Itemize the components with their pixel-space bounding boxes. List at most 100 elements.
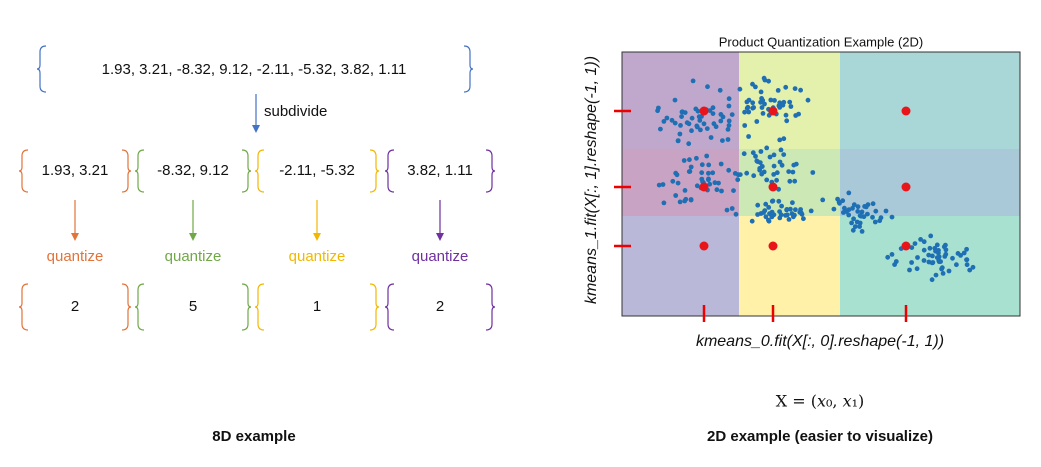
point [683,196,689,202]
point [872,219,878,225]
point [907,267,912,273]
point [936,255,941,261]
point [849,220,854,226]
point [717,87,723,93]
red-ticks [614,109,908,322]
point [732,171,738,176]
point [720,138,725,144]
point [664,115,670,121]
subvector-text: -8.32, 9.12 [157,162,229,179]
point [656,182,662,188]
point [842,205,847,211]
point [694,124,700,130]
code-text: 2 [436,298,444,315]
arrow-head [189,233,197,241]
point [927,245,933,251]
point [762,77,768,83]
point [735,177,741,183]
point [967,267,973,273]
bracket [384,149,395,193]
point [850,227,856,233]
point [686,121,692,127]
point [763,214,769,220]
region [622,149,739,216]
point [777,105,783,110]
caption: 8D example [212,428,295,445]
region [622,216,739,316]
point [758,211,764,216]
point [784,207,790,212]
point [934,242,940,248]
quantize-label: quantize [47,248,104,265]
point [764,177,770,183]
point [940,271,946,276]
point [873,208,879,214]
point [801,216,806,222]
point [857,224,862,230]
point [764,145,770,151]
point [731,188,736,194]
point [865,211,870,217]
bracket [134,149,145,193]
point [883,208,889,214]
vector-text: 1.93, 3.21, -8.32, 9.12, -2.11, -5.32, 3… [102,61,407,78]
point [754,158,760,164]
point [841,210,846,215]
point [661,200,667,206]
point [964,262,970,268]
point [790,169,796,175]
x-label: kmeans_0.fit(X[:, 0].reshape(-1, 1)) [696,333,944,350]
point [759,96,764,101]
point [712,180,718,186]
point [766,217,771,223]
formula: X = (𝑥₀, 𝑥₁) [776,392,865,411]
region [739,216,840,316]
point [850,205,855,211]
point [733,211,739,217]
bracket [134,283,145,331]
point [675,180,681,186]
point [946,268,952,274]
point [753,153,758,159]
point [846,212,852,218]
point [810,170,816,175]
point [943,251,949,257]
point [758,149,764,154]
point [660,182,666,187]
point [679,109,685,115]
point [784,212,790,218]
caption: 2D example (easier to visualize) [707,428,933,445]
point [851,202,857,208]
point [777,215,783,221]
bracket [121,283,132,331]
point [792,86,798,91]
point [704,126,710,131]
point [939,266,944,272]
point [938,259,943,264]
centroid [768,241,778,251]
point [726,118,732,124]
point [751,173,757,179]
point [926,252,932,258]
arrow-head [313,233,321,241]
point [681,158,687,163]
point [746,134,751,139]
y-label: kmeans_1.fit(X[:, 1].reshape(-1, 1)) [583,56,600,304]
point [758,89,764,95]
scatter-points [655,75,976,283]
point [710,105,716,111]
centroids [699,106,911,251]
point [771,172,777,177]
centroid [768,182,778,192]
point [759,164,765,169]
point [698,127,703,133]
point [769,209,775,215]
point [778,147,784,153]
point [669,117,675,123]
point [746,109,752,115]
point [781,136,787,142]
point [714,187,720,193]
point [726,96,732,102]
bracket [241,283,252,331]
centroid [901,241,911,251]
